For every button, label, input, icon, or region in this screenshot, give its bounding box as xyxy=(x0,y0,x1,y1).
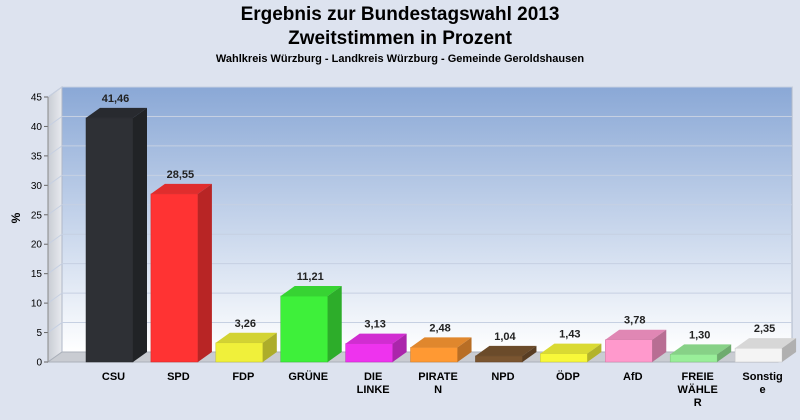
y-tick-label: 5 xyxy=(36,328,42,339)
bar-side xyxy=(197,183,212,362)
bar xyxy=(669,354,718,363)
bar xyxy=(410,347,458,363)
bar-top xyxy=(215,332,277,343)
x-tick-label: PIRATE xyxy=(418,371,458,383)
y-tick-label: 40 xyxy=(31,122,43,133)
bar-side xyxy=(457,337,472,362)
bar-value-label: 3,13 xyxy=(364,319,385,331)
y-tick-label: 25 xyxy=(31,210,43,221)
x-tick-label: GRÜNE xyxy=(288,370,328,383)
bar-top xyxy=(280,285,342,296)
y-tick-label: 0 xyxy=(36,358,42,369)
bar-side xyxy=(262,332,277,362)
bar-top xyxy=(540,343,602,354)
x-tick-label: N xyxy=(434,384,442,396)
x-tick-label: WÄHLE xyxy=(678,383,718,396)
bar-top xyxy=(670,344,732,355)
gridline-side xyxy=(47,174,63,186)
bar-value-label: 28,55 xyxy=(167,169,195,181)
gridline-side xyxy=(47,292,63,304)
y-tick-label: 30 xyxy=(31,181,43,192)
bar-top xyxy=(605,329,667,340)
y-tick-label: 15 xyxy=(31,269,43,280)
x-tick-label: FDP xyxy=(232,371,254,383)
y-tick-label: 10 xyxy=(31,299,43,310)
chart-title: Ergebnis zur Bundestagswahl 2013 xyxy=(240,4,560,25)
bar-top xyxy=(735,338,797,349)
bar-value-label: 41,46 xyxy=(102,93,130,105)
bar xyxy=(475,355,523,363)
y-tick-label: 45 xyxy=(31,93,43,104)
x-tick-label: R xyxy=(694,397,702,409)
bar-top xyxy=(150,183,212,194)
bar xyxy=(345,343,393,363)
bar-value-label: 1,30 xyxy=(689,329,710,341)
bar xyxy=(605,339,653,363)
bar xyxy=(85,117,134,363)
y-axis-label: % xyxy=(9,212,23,223)
bar-value-label: 3,78 xyxy=(624,315,645,327)
chart-subtitle: Wahlkreis Würzburg - Landkreis Würzburg … xyxy=(215,53,585,65)
bar-top xyxy=(345,333,407,344)
bar-value-label: 2,48 xyxy=(429,322,450,334)
gridline-side xyxy=(47,322,63,333)
x-tick-label: SPD xyxy=(167,371,190,383)
gridline-side xyxy=(47,233,63,245)
x-tick-label: LINKE xyxy=(357,384,390,396)
bar-value-label: 2,35 xyxy=(754,323,775,335)
gridline-side xyxy=(47,86,63,98)
y-tick-label: 20 xyxy=(31,240,43,251)
bar-top xyxy=(410,337,472,348)
bar-side xyxy=(392,333,407,362)
bar-value-label: 3,26 xyxy=(235,318,256,330)
bar-value-label: 1,04 xyxy=(494,331,516,343)
bar xyxy=(734,347,783,363)
bar xyxy=(280,295,328,363)
x-tick-label: FREIE xyxy=(681,371,713,383)
bar-top xyxy=(475,345,537,356)
bar-value-label: 1,43 xyxy=(559,329,580,341)
x-tick-label: NPD xyxy=(491,371,514,383)
bar xyxy=(215,342,264,363)
bar-side xyxy=(133,107,147,362)
bar-side xyxy=(587,343,602,362)
gridline-side xyxy=(47,116,63,127)
bar-value-label: 11,21 xyxy=(297,271,324,283)
bar xyxy=(150,193,199,363)
bar-side xyxy=(717,344,732,362)
bar-side xyxy=(522,345,537,362)
bar-side xyxy=(652,329,667,362)
x-tick-label: AfD xyxy=(623,371,643,383)
x-tick-label: Sonstig xyxy=(742,371,782,383)
gridline-side xyxy=(47,204,63,216)
bar-side xyxy=(327,285,342,362)
gridline-side xyxy=(47,263,63,275)
x-tick-label: CSU xyxy=(102,371,125,383)
plot-side-wall xyxy=(47,86,63,363)
chart-title-2: Zweitstimmen in Prozent xyxy=(288,28,512,49)
y-tick-label: 35 xyxy=(31,151,43,162)
bar xyxy=(540,353,588,363)
gridline-side xyxy=(47,145,63,157)
bar-side xyxy=(782,338,797,362)
x-tick-label: DIE xyxy=(364,371,382,383)
x-tick-label: ÖDP xyxy=(556,370,580,383)
bar-top xyxy=(86,107,147,118)
x-tick-label: e xyxy=(760,384,766,396)
